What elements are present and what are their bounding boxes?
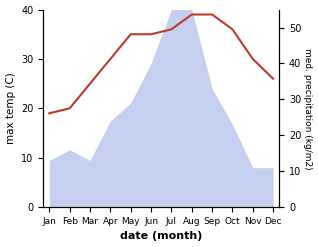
Y-axis label: med. precipitation (kg/m2): med. precipitation (kg/m2) <box>303 48 313 169</box>
Y-axis label: max temp (C): max temp (C) <box>5 72 16 144</box>
X-axis label: date (month): date (month) <box>120 231 203 242</box>
